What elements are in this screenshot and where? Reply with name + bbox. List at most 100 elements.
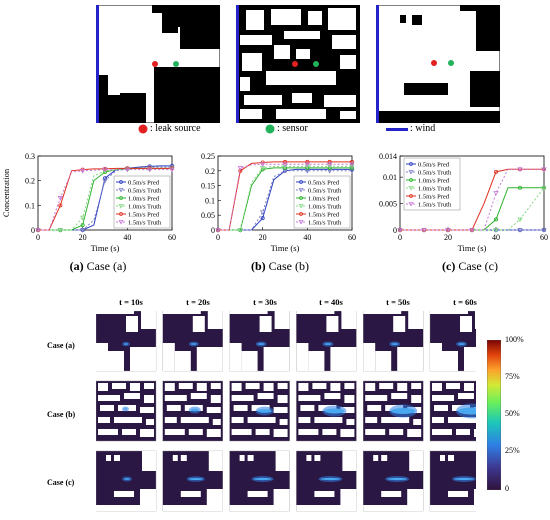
building-block xyxy=(277,395,288,403)
x-axis-label: Time (s) xyxy=(271,243,300,253)
building-block xyxy=(130,383,140,391)
building-block xyxy=(207,311,223,329)
building-block xyxy=(126,316,138,332)
x-tick-label: 0 xyxy=(398,233,402,242)
building-block xyxy=(314,455,321,461)
chart-legend xyxy=(403,157,461,211)
building-block xyxy=(340,407,355,413)
building-block xyxy=(430,343,442,371)
legend-marker xyxy=(119,180,123,184)
building-block xyxy=(275,451,290,471)
legend-entry: 1.5m/s Truth xyxy=(308,219,342,226)
data-point xyxy=(469,228,475,233)
y-tick-label: 0.25 xyxy=(201,152,215,161)
y-tick-label: 0.2 xyxy=(25,177,35,186)
legend-entry: 1.0m/s Truth xyxy=(308,203,342,210)
data-point xyxy=(259,162,266,168)
data-point xyxy=(493,217,498,222)
col-title-3: t = 30s xyxy=(253,297,277,307)
col-title-2: t = 20s xyxy=(186,297,210,307)
building-block xyxy=(96,311,134,314)
data-point xyxy=(79,228,86,233)
building-block xyxy=(96,505,156,511)
legend-entry: 1.0m/s Truth xyxy=(418,185,452,192)
building-block xyxy=(192,316,205,332)
colorbar-tick-75: 75% xyxy=(505,372,520,381)
building-block xyxy=(432,383,442,391)
building-block xyxy=(100,405,114,411)
building-block xyxy=(326,316,339,332)
legend-marker xyxy=(409,178,413,182)
building-block xyxy=(273,489,290,505)
building-block xyxy=(106,455,111,461)
legend-marker xyxy=(119,196,123,200)
building-block xyxy=(411,395,422,403)
legend-marker xyxy=(118,220,124,225)
building-block xyxy=(245,383,260,389)
data-point xyxy=(349,164,355,170)
row-title-c: Case (c) xyxy=(47,478,75,487)
legend-entry: 0.5m/s Pred xyxy=(308,179,340,186)
building-block xyxy=(241,351,258,371)
heatmap-cell xyxy=(162,311,224,372)
building-block xyxy=(112,383,126,389)
data-point xyxy=(124,167,131,173)
colorbar-tick-25: 25% xyxy=(505,446,520,455)
data-point xyxy=(57,228,64,233)
chart-legend xyxy=(113,175,171,229)
building-block xyxy=(164,395,187,401)
data-point xyxy=(80,223,85,228)
building-block xyxy=(411,383,422,389)
y-tick-label: 0 xyxy=(31,226,35,235)
x-tick-label: 60 xyxy=(540,233,548,242)
building-block xyxy=(312,383,327,389)
col-title-1: t = 10s xyxy=(119,297,143,307)
heatmap-cell xyxy=(229,311,290,372)
building-block xyxy=(430,505,476,511)
data-point xyxy=(259,210,266,216)
building-block xyxy=(144,395,154,403)
building-block xyxy=(409,451,424,471)
legend-marker xyxy=(298,188,304,193)
data-point xyxy=(57,196,64,201)
building-block xyxy=(206,407,221,413)
building-block xyxy=(229,343,242,371)
plume-core xyxy=(253,477,272,481)
building-block xyxy=(448,455,454,461)
line-chart-a: 0 20 40 60 0 0.1 0.2 0.3 Time (s) Concentration 0.… xyxy=(1,152,176,253)
data-point xyxy=(304,164,311,170)
legend-entry: 0.5m/s Truth xyxy=(418,169,452,176)
building-block xyxy=(381,491,402,497)
building-block xyxy=(340,429,355,437)
building-block xyxy=(365,395,388,401)
plume-core xyxy=(387,477,408,481)
building-block xyxy=(365,383,376,391)
col-title-4: t = 40s xyxy=(319,297,343,307)
data-point xyxy=(58,203,63,208)
legend-entry: 0.5m/s Truth xyxy=(308,187,342,194)
legend-marker xyxy=(298,204,304,209)
legend-marker xyxy=(299,196,303,200)
plume-core xyxy=(257,409,272,413)
building-block xyxy=(231,383,242,391)
line-chart-b: 0 20 40 60 0 0.05 0.1 0.15 0.2 0.25 Time (s) 0.5m/s… xyxy=(201,152,356,253)
building-block xyxy=(474,489,476,505)
building-block xyxy=(365,429,386,435)
building-block xyxy=(174,351,191,371)
building-block xyxy=(247,491,268,497)
data-point xyxy=(215,228,221,233)
building-block xyxy=(98,395,120,401)
heatmap-cell xyxy=(363,380,424,442)
x-tick-label: 20 xyxy=(79,233,87,242)
chart-legend xyxy=(293,175,351,229)
x-axis-label: Time (s) xyxy=(91,243,120,253)
building-block xyxy=(363,505,424,511)
building-block xyxy=(124,393,140,399)
legend-entry: 1.0m/s Pred xyxy=(308,195,340,202)
building-block xyxy=(440,455,445,461)
data-point xyxy=(102,178,108,184)
legend-entry: 0.5m/s Pred xyxy=(128,179,160,186)
building-block xyxy=(341,311,357,329)
building-block xyxy=(263,347,290,371)
building-block xyxy=(296,311,335,314)
